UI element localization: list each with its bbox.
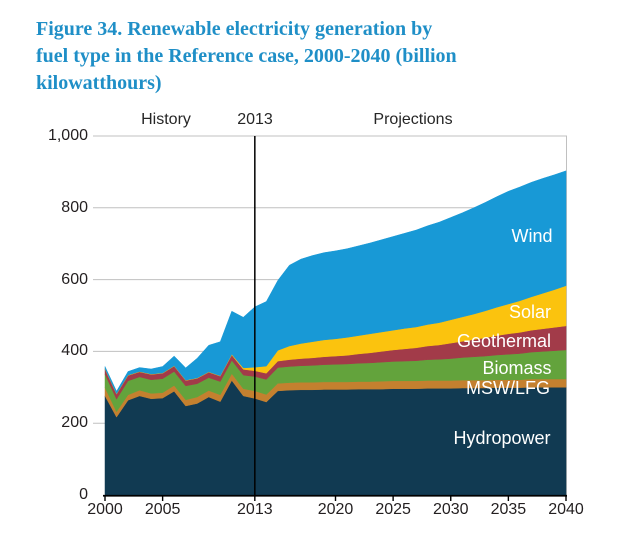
biomass-series-label: Biomass: [482, 358, 552, 378]
x-tick-label-2040: 2040: [548, 501, 584, 518]
y-tick-label-800: 800: [61, 198, 88, 216]
history-period-label: History: [141, 111, 191, 128]
divider-year-label: 2013: [237, 111, 273, 128]
figure-title-line-2: fuel type in the Reference case, 2000-20…: [36, 45, 457, 67]
figure-title-line-3: kilowatthours): [36, 72, 162, 94]
x-tick-label-2030: 2030: [432, 501, 469, 518]
msw-lfg-series-label: MSW/LFG: [466, 378, 550, 398]
x-tick-label-2025: 2025: [375, 501, 411, 518]
y-tick-label-0: 0: [79, 486, 88, 503]
y-tick-label-400: 400: [61, 342, 88, 360]
projections-period-label: Projections: [373, 111, 453, 128]
figure-title: Figure 34. Renewable electricity generat…: [36, 16, 596, 97]
y-tick-label-200: 200: [61, 414, 88, 432]
x-tick-label-2020: 2020: [317, 501, 354, 518]
x-tick-label-2000: 2000: [87, 501, 123, 518]
x-tick-label-2013: 2013: [237, 501, 273, 518]
y-tick-label-1000: 1,000: [47, 127, 88, 144]
wind-series-label: Wind: [511, 226, 553, 246]
hydropower-series-label: Hydropower: [453, 428, 551, 448]
figure-title-line-1: Figure 34. Renewable electricity generat…: [36, 18, 433, 40]
geothermal-series-label: Geothermal: [456, 331, 552, 351]
solar-series-label: Solar: [508, 302, 552, 322]
x-tick-label-2035: 2035: [490, 501, 527, 518]
x-tick-label-2005: 2005: [144, 501, 181, 518]
area-wind: [104, 170, 567, 395]
y-tick-label-600: 600: [61, 270, 88, 288]
